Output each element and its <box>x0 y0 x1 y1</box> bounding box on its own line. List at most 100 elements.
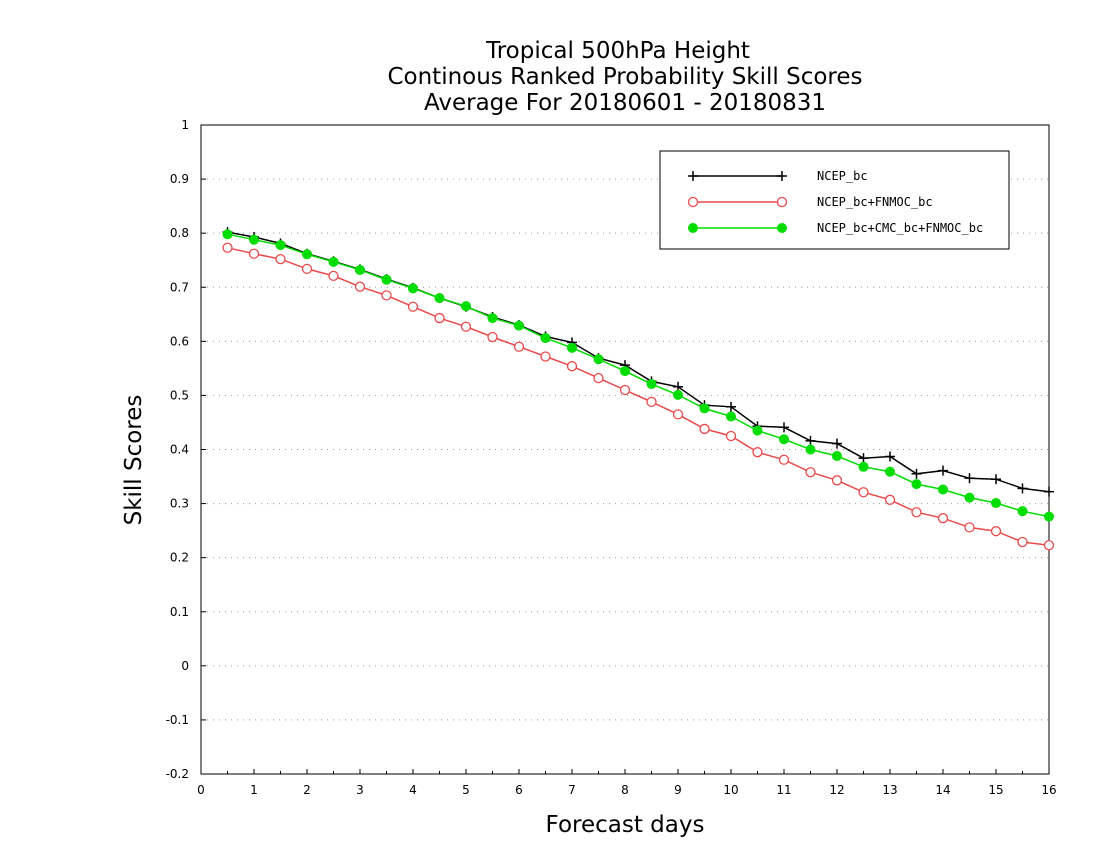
legend-label: NCEP_bc <box>817 169 868 183</box>
data-point <box>1017 506 1028 517</box>
data-point <box>885 451 895 462</box>
data-point <box>619 384 631 396</box>
data-point <box>831 475 843 486</box>
data-point <box>726 401 736 412</box>
data-point <box>699 423 710 435</box>
x-tick-label: 2 <box>303 783 311 797</box>
data-point <box>487 313 498 324</box>
data-point <box>514 320 524 331</box>
legend-entry: NCEP_bc+CMC_bc+FNMOC_bc <box>688 221 983 235</box>
data-point <box>779 434 789 445</box>
data-point <box>620 366 630 377</box>
series-line <box>227 233 1050 518</box>
legend-label: NCEP_bc+CMC_bc+FNMOC_bc <box>817 221 983 235</box>
data-point <box>777 223 787 233</box>
data-point <box>248 248 260 259</box>
data-point <box>776 196 788 208</box>
title-line-3: Average For 20180601 - 20180831 <box>424 90 826 116</box>
data-point <box>858 461 869 472</box>
data-point <box>699 403 710 414</box>
x-tick-label: 10 <box>723 783 738 797</box>
data-point <box>593 372 604 384</box>
x-tick-label: 15 <box>988 783 1003 797</box>
data-point <box>328 270 339 282</box>
plot-frame <box>200 124 1050 775</box>
data-point <box>673 389 683 400</box>
axes: -0.2-0.100.10.20.30.40.50.60.70.80.910 1 2… <box>166 118 1057 797</box>
series-line <box>227 231 1050 493</box>
x-tick-label: 16 <box>1041 783 1056 797</box>
x-tick-label: 14 <box>935 783 950 797</box>
x-tick-label: 13 <box>882 783 897 797</box>
data-point <box>725 430 737 442</box>
data-point <box>460 321 472 332</box>
data-point <box>805 444 816 455</box>
data-point <box>752 425 763 436</box>
x-tick-label: 11 <box>776 783 791 797</box>
data-point <box>688 171 698 181</box>
y-tick-label: 0.6 <box>170 334 189 348</box>
data-point <box>1043 540 1055 551</box>
y-tick-label: 0.5 <box>170 388 189 402</box>
y-tick-label: 0.9 <box>170 172 189 186</box>
title-line-2: Continous Ranked Probability Skill Score… <box>387 64 862 90</box>
data-point <box>487 331 498 343</box>
data-point <box>513 341 525 352</box>
data-point <box>885 466 895 477</box>
series-lines <box>222 227 1055 551</box>
y-tick-label: -0.1 <box>166 713 189 727</box>
y-tick-label: 0 <box>181 659 189 673</box>
data-point <box>672 409 684 420</box>
x-tick-label: 1 <box>250 783 258 797</box>
y-tick-label: 0.2 <box>170 551 189 565</box>
data-point <box>301 263 313 275</box>
series-2 <box>222 229 1054 522</box>
data-point <box>566 361 578 372</box>
data-point <box>381 290 392 301</box>
data-point <box>408 283 418 294</box>
data-point <box>302 249 312 260</box>
y-tick-label: 0.4 <box>170 443 189 457</box>
data-point <box>688 223 698 233</box>
x-tick-label: 12 <box>829 783 844 797</box>
data-point <box>249 234 259 245</box>
data-point <box>540 333 551 344</box>
x-tick-label: 6 <box>515 783 523 797</box>
data-point <box>275 240 286 251</box>
x-tick-label: 7 <box>568 783 576 797</box>
y-tick-label: 1 <box>181 118 189 132</box>
data-point <box>858 453 869 464</box>
legend-box <box>659 150 1010 250</box>
data-point <box>752 447 763 458</box>
data-point <box>434 312 445 324</box>
y-tick-label: 0.1 <box>170 605 189 619</box>
title-line-1: Tropical 500hPa Height <box>485 38 750 64</box>
data-point <box>687 196 699 208</box>
data-point <box>567 342 577 353</box>
y-tick-label: 0.8 <box>170 226 189 240</box>
data-point <box>328 256 339 267</box>
data-point <box>964 492 975 503</box>
data-point <box>964 473 975 484</box>
data-point <box>593 354 604 365</box>
data-point <box>222 229 233 240</box>
data-point <box>726 411 736 422</box>
y-tick-label: 0.7 <box>170 280 189 294</box>
legend-entry: NCEP_bc+FNMOC_bc <box>687 195 933 209</box>
y-tick-label: 0.3 <box>170 497 189 511</box>
data-point <box>911 479 922 490</box>
legend: NCEP_bc NCEP_bc+FNMOC_bc NCEP_bc+CMC_bc+FN… <box>659 150 1010 250</box>
data-point <box>911 468 922 479</box>
data-point <box>884 494 896 505</box>
y-axis-title: Skill Scores <box>121 395 147 526</box>
x-tick-label: 8 <box>621 783 629 797</box>
data-point <box>434 293 445 304</box>
data-point <box>1017 483 1028 494</box>
data-point <box>381 274 392 285</box>
x-tick-label: 9 <box>674 783 682 797</box>
series-line <box>227 247 1050 546</box>
data-point <box>1044 511 1054 522</box>
data-point <box>1044 486 1054 497</box>
data-point <box>646 379 657 390</box>
